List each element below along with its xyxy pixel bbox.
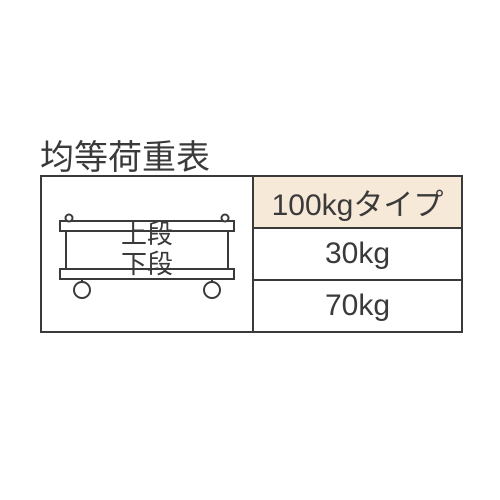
cart-diagram-icon: 上段下段 — [42, 182, 252, 326]
value-lower-cell: 70kg — [253, 280, 462, 332]
value-upper-cell: 30kg — [253, 228, 462, 280]
header-type-cell: 100kgタイプ — [253, 176, 462, 228]
diagram-cell: 上段下段 — [41, 176, 253, 332]
diagram-label-top: 上段 — [121, 219, 173, 249]
diagram-label-bottom: 下段 — [121, 249, 173, 279]
table-title: 均等荷重表 — [40, 130, 210, 179]
load-table: 上段下段 100kgタイプ 30kg 70kg — [40, 175, 463, 333]
